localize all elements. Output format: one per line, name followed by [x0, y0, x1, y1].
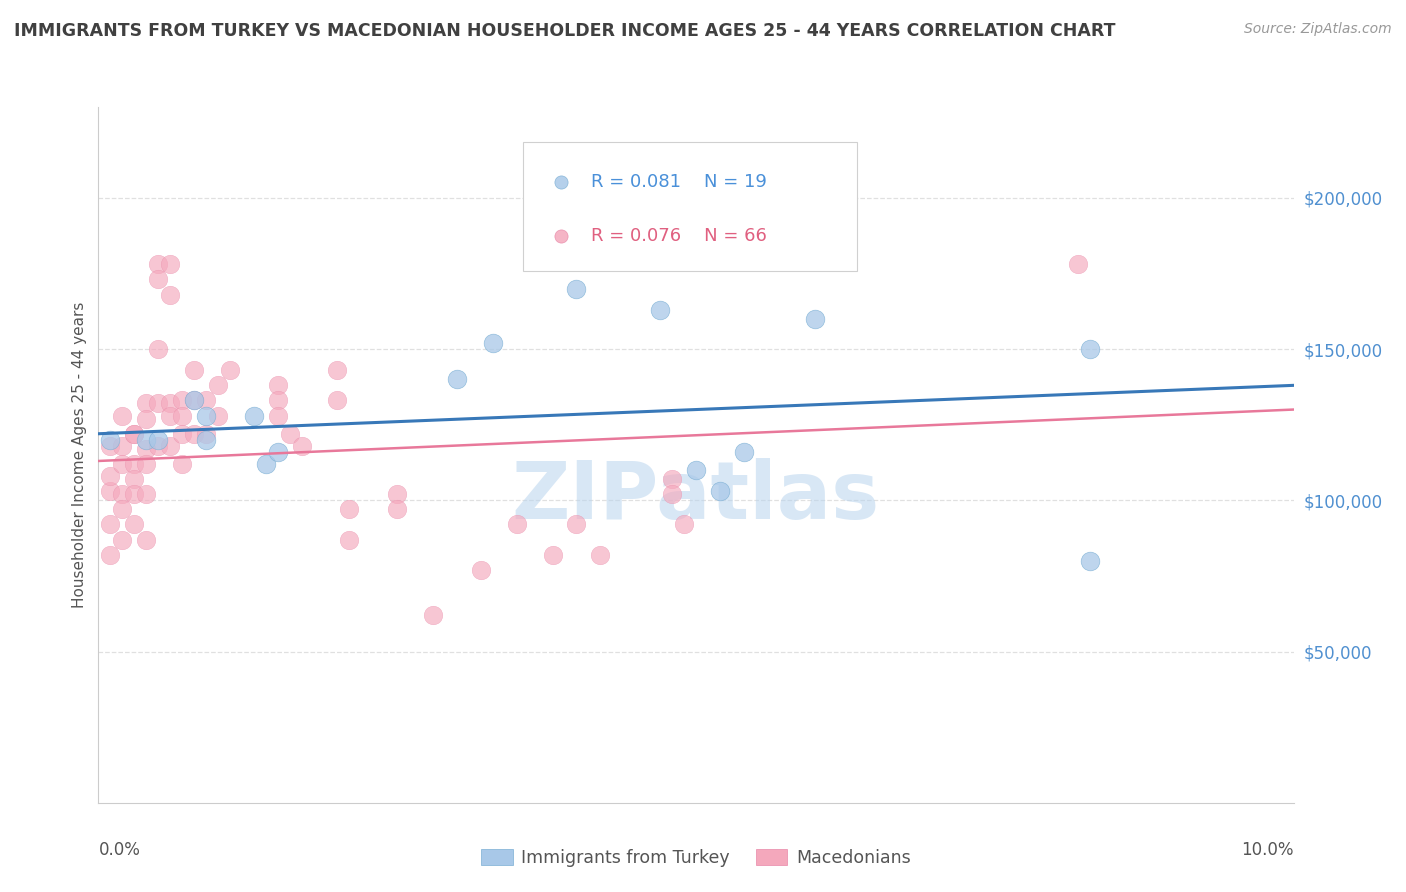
Point: [172, 409, 194, 423]
Point: [565, 517, 588, 532]
Text: IMMIGRANTS FROM TURKEY VS MACEDONIAN HOUSEHOLDER INCOME AGES 25 - 44 YEARS CORRE: IMMIGRANTS FROM TURKEY VS MACEDONIAN HOU…: [14, 22, 1115, 40]
Point: [135, 396, 157, 410]
Point: [195, 409, 218, 423]
Text: 10.0%: 10.0%: [1241, 841, 1294, 859]
Point: [159, 439, 181, 453]
Point: [1080, 342, 1102, 356]
Point: [650, 302, 672, 317]
Point: [172, 393, 194, 408]
Point: [148, 396, 170, 410]
Text: Source: ZipAtlas.com: Source: ZipAtlas.com: [1244, 22, 1392, 37]
Point: [135, 411, 157, 425]
Point: [135, 442, 157, 456]
Point: [135, 433, 157, 447]
Point: [326, 393, 349, 408]
Point: [111, 502, 134, 516]
Point: [159, 409, 181, 423]
Point: [148, 433, 170, 447]
Point: [111, 409, 134, 423]
Point: [183, 363, 205, 377]
Point: [339, 533, 360, 547]
Point: [278, 426, 301, 441]
Point: [446, 372, 468, 386]
Point: [111, 533, 134, 547]
Point: [159, 396, 181, 410]
Point: [661, 472, 683, 486]
Point: [195, 426, 218, 441]
Legend: Immigrants from Turkey, Macedonians: Immigrants from Turkey, Macedonians: [474, 842, 918, 874]
Point: [100, 469, 122, 483]
Point: [291, 439, 314, 453]
Point: [135, 487, 157, 501]
Text: 0.0%: 0.0%: [98, 841, 141, 859]
Point: [195, 433, 218, 447]
Text: R = 0.076    N = 66: R = 0.076 N = 66: [591, 227, 766, 244]
Point: [565, 281, 588, 295]
Point: [100, 517, 122, 532]
Point: [506, 517, 529, 532]
Point: [661, 487, 683, 501]
Point: [339, 502, 360, 516]
Point: [207, 409, 229, 423]
Point: [124, 487, 146, 501]
Point: [100, 433, 122, 447]
Point: [385, 502, 409, 516]
Text: R = 0.081    N = 19: R = 0.081 N = 19: [591, 173, 766, 191]
Point: [159, 257, 181, 271]
Point: [267, 409, 290, 423]
Point: [148, 272, 170, 286]
Point: [195, 393, 218, 408]
Point: [481, 336, 505, 351]
Point: [267, 393, 290, 408]
Point: [243, 409, 266, 423]
Point: [111, 487, 134, 501]
Point: [148, 257, 170, 271]
Point: [685, 463, 707, 477]
Point: [207, 378, 229, 392]
Point: [541, 548, 564, 562]
Point: [470, 563, 492, 577]
Text: ZIPatlas: ZIPatlas: [512, 458, 880, 536]
Point: [172, 426, 194, 441]
Point: [709, 484, 731, 499]
Point: [183, 393, 205, 408]
Point: [219, 363, 242, 377]
Point: [111, 439, 134, 453]
Point: [135, 533, 157, 547]
Point: [124, 517, 146, 532]
Point: [183, 393, 205, 408]
Point: [111, 457, 134, 471]
Point: [673, 517, 696, 532]
Point: [124, 457, 146, 471]
Point: [1080, 554, 1102, 568]
Point: [422, 608, 444, 623]
Point: [385, 487, 409, 501]
Point: [267, 445, 290, 459]
Point: [148, 342, 170, 356]
Point: [804, 311, 827, 326]
Point: [733, 445, 755, 459]
Point: [124, 426, 146, 441]
Point: [148, 439, 170, 453]
Y-axis label: Householder Income Ages 25 - 44 years: Householder Income Ages 25 - 44 years: [72, 301, 87, 608]
Point: [100, 439, 122, 453]
Point: [254, 457, 277, 471]
Point: [589, 548, 612, 562]
FancyBboxPatch shape: [523, 142, 858, 270]
Point: [267, 378, 290, 392]
Point: [183, 426, 205, 441]
Point: [100, 548, 122, 562]
Point: [1067, 257, 1090, 271]
Point: [124, 472, 146, 486]
Point: [326, 363, 349, 377]
Point: [100, 484, 122, 499]
Point: [172, 457, 194, 471]
Point: [159, 287, 181, 301]
Point: [135, 457, 157, 471]
Point: [124, 426, 146, 441]
